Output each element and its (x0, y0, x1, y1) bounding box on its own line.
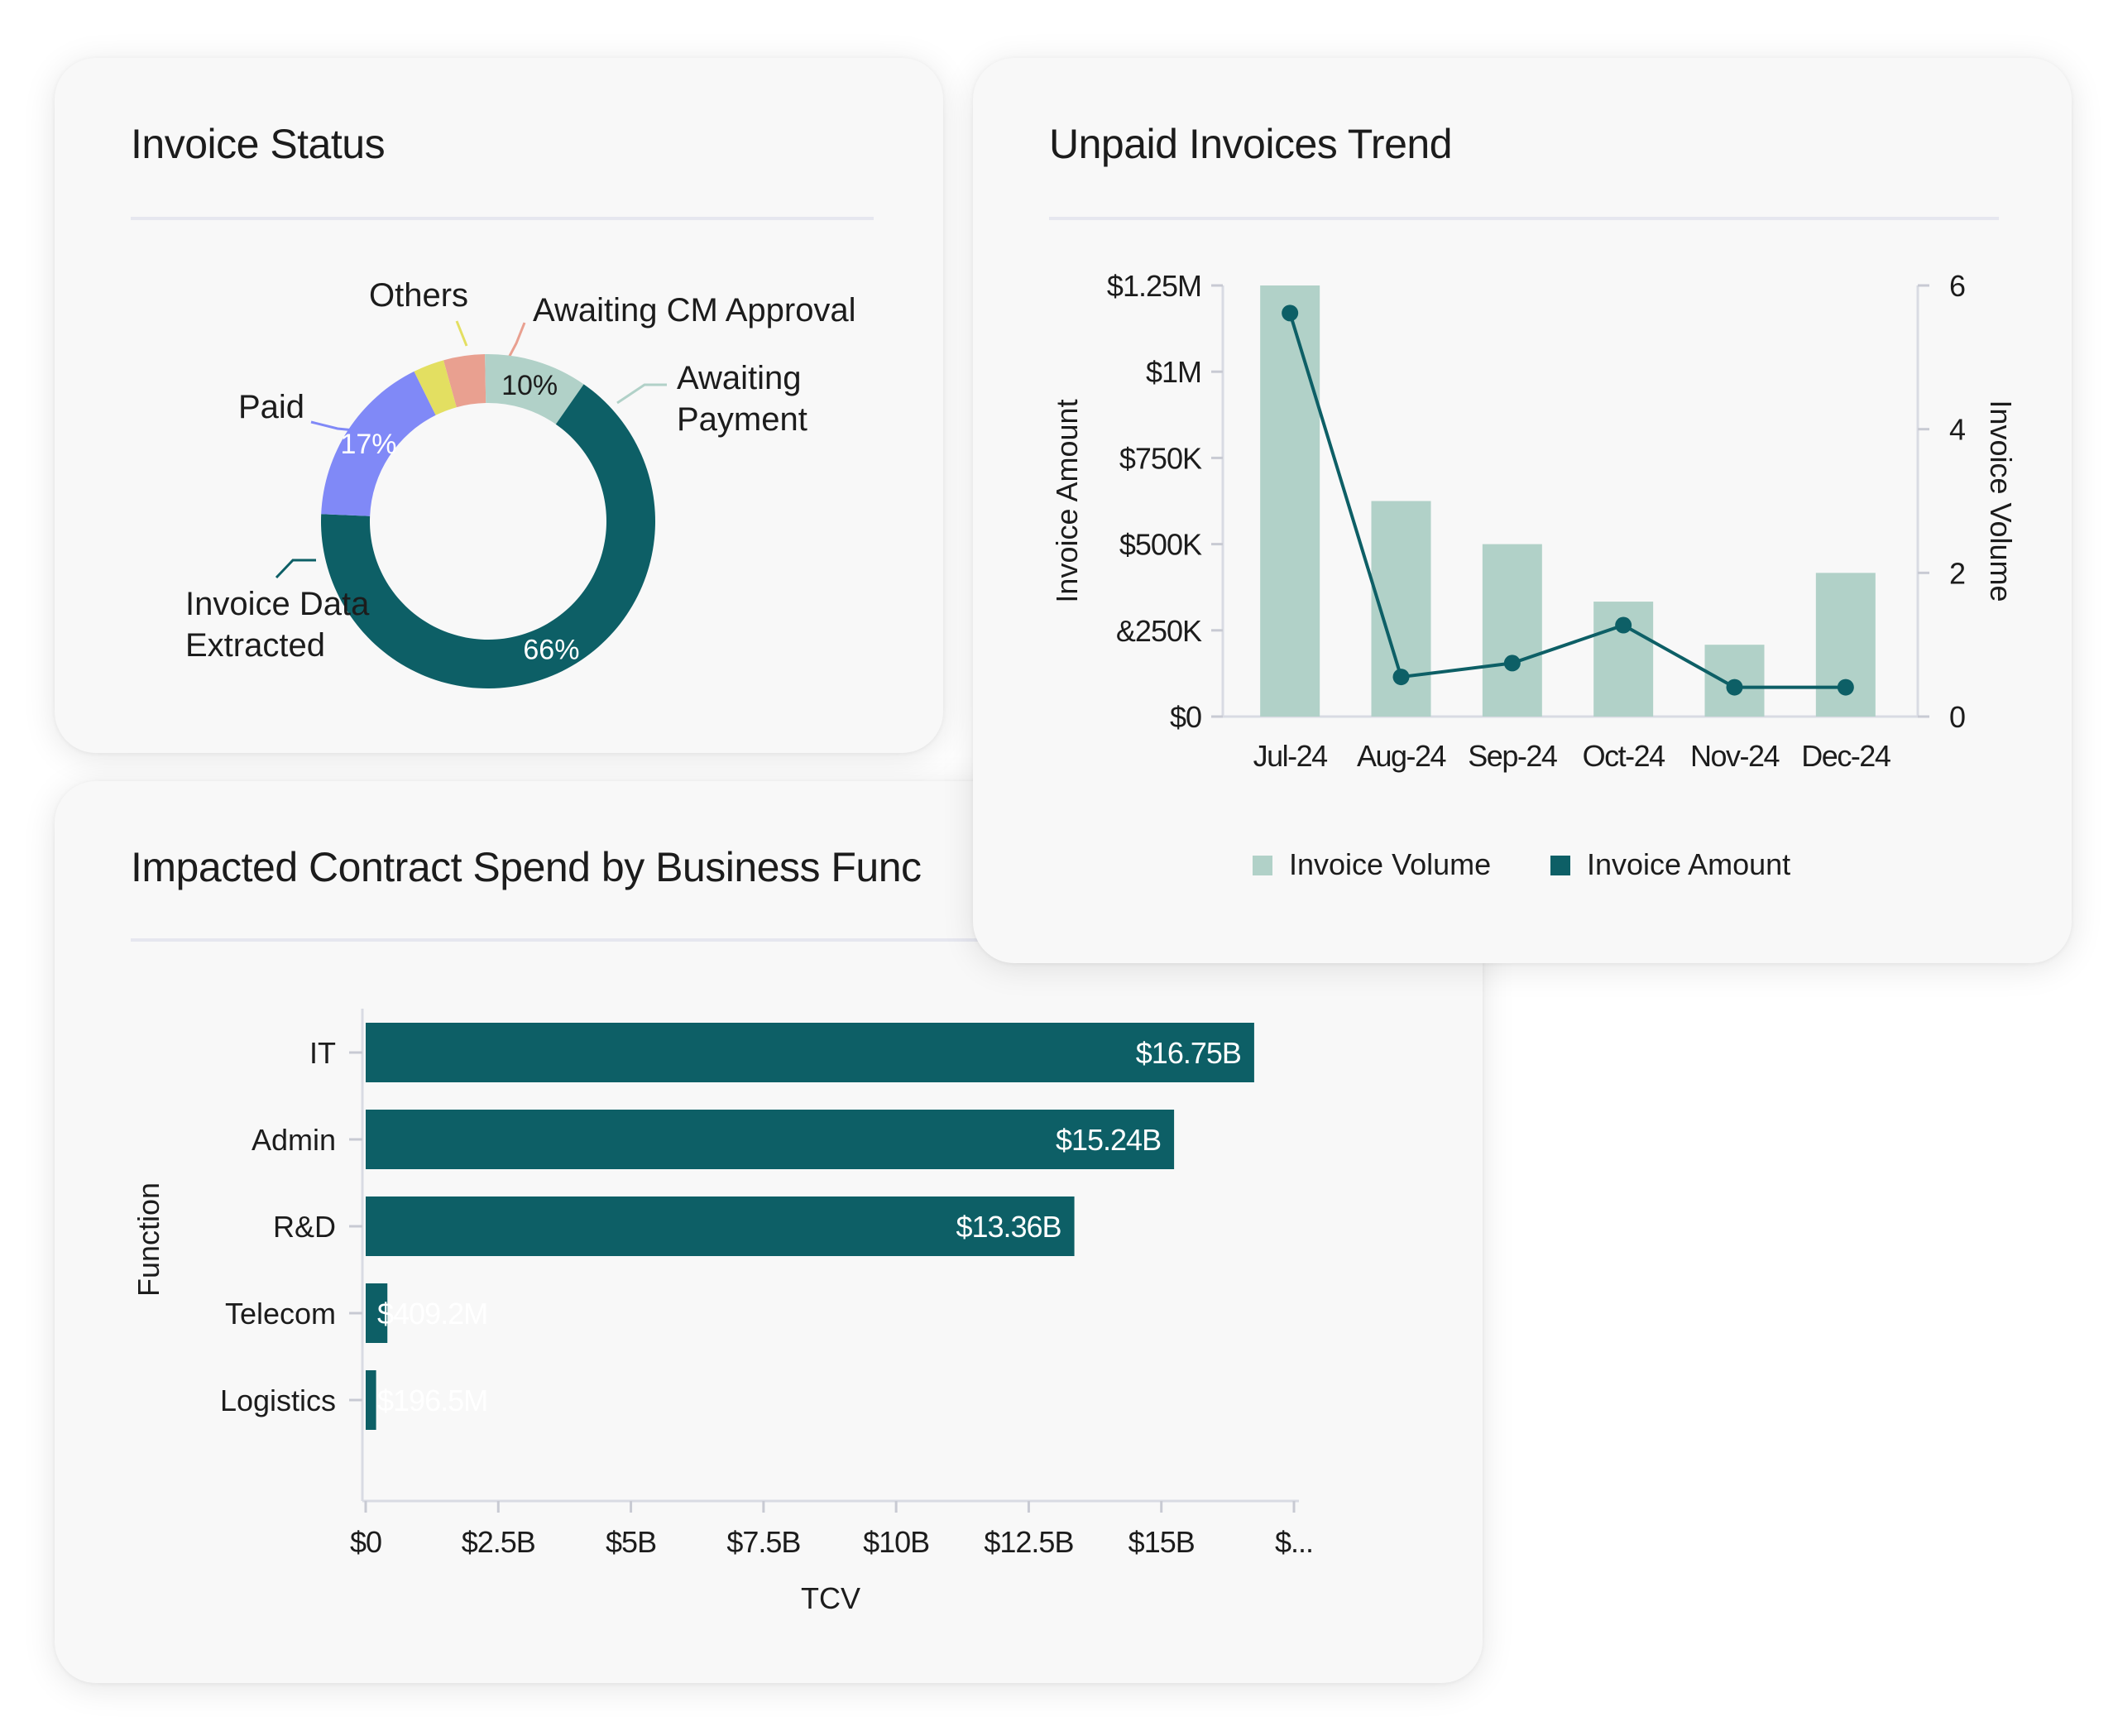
amount-point-oct-24 (1615, 616, 1632, 634)
y-axis-title: Function (132, 1182, 165, 1297)
right-tick-label: 2 (1949, 556, 1966, 590)
donut-category-label-awaiting-cm-approval: Awaiting CM Approval (533, 292, 856, 328)
right-tick-label: 4 (1949, 413, 1966, 447)
spend-bar-it (366, 1023, 1254, 1082)
x-tick-label-oct-24: Oct-24 (1583, 739, 1665, 773)
left-tick-label: $0 (1170, 700, 1201, 734)
legend-swatch-invoice-amount (1550, 856, 1570, 875)
left-tick-label: $750K (1119, 441, 1202, 475)
invoice-status-title: Invoice Status (131, 121, 386, 167)
x-tick-label: $12.5B (984, 1525, 1073, 1559)
amount-point-jul-24 (1282, 305, 1299, 322)
x-tick-label: $0 (350, 1525, 381, 1559)
x-tick-label-aug-24: Aug-24 (1357, 739, 1446, 773)
unpaid-trend-combo-chart: $0&250K $500K $750K $1M $1.25M 0 2 4 6 Invoice Am… (1050, 269, 2018, 881)
right-tick-label: 6 (1949, 269, 1966, 303)
amount-line (1288, 312, 1846, 689)
volume-bar-jul-24 (1260, 285, 1320, 717)
y-tick-label-it: IT (309, 1036, 336, 1070)
legend-label-invoice-amount: Invoice Amount (1587, 847, 1790, 881)
spend-bar-logistics (366, 1370, 376, 1430)
donut-value-label-awaiting-payment: 10% (501, 370, 558, 401)
x-tick-label-sep-24: Sep-24 (1468, 739, 1557, 773)
unpaid-trend-card: Unpaid Invoices Trend $0 &250K $500K $750K $… (973, 58, 2072, 963)
x-tick-label: $5B (606, 1525, 656, 1559)
x-tick-label-jul-24: Jul-24 (1253, 739, 1328, 773)
right-axis-title: Invoice Volume (1984, 400, 2018, 602)
donut-category-label-invoice-data-extracted: Invoice Data Extracted (185, 586, 370, 664)
spend-value-label-it: $16.75B (1136, 1036, 1241, 1070)
donut-slice-others (414, 360, 457, 415)
donut-category-label-paid: Paid (238, 389, 304, 425)
left-tick-label: $1M (1146, 355, 1201, 389)
invoice-status-card: Invoice Status Awaiting CM Approval 10% Aw… (55, 58, 943, 753)
contract-spend-bar-chart: IT $16.75B Admin $15.24B R&D $13.36B Telecom $4… (132, 1009, 1314, 1615)
donut-value-label-paid: 17% (340, 429, 396, 460)
donut-leader-line-paid (310, 420, 355, 432)
contract-spend-title: Impacted Contract Spend by Business Func (131, 844, 922, 890)
spend-bar-r-d (366, 1196, 1075, 1256)
contract-spend-divider (131, 938, 1471, 942)
donut-category-label-others: Others (369, 277, 468, 314)
amount-point-sep-24 (1503, 655, 1521, 672)
amount-point-dec-24 (1837, 679, 1854, 696)
spend-bar-telecom (366, 1283, 388, 1343)
x-axis-title: TCV (801, 1581, 860, 1615)
spend-value-label-telecom: $409.2M (377, 1297, 487, 1331)
y-tick-label-telecom: Telecom (225, 1297, 336, 1331)
unpaid-trend-title: Unpaid Invoices Trend (1049, 121, 1453, 167)
x-tick-label: $10B (863, 1525, 929, 1559)
unpaid-trend-divider (1049, 217, 1999, 220)
contract-spend-card: Impacted Contract Spend by Business Func… (55, 781, 1483, 1683)
donut-slice-invoice-data-extracted (321, 384, 655, 688)
left-axis-title: Invoice Amount (1050, 399, 1084, 602)
spend-value-label-logistics: $196.5M (377, 1384, 487, 1417)
donut-leader-line-invoice-data-extracted (275, 559, 316, 579)
y-tick-label-admin: Admin (252, 1123, 336, 1157)
y-tick-label-logistics: Logistics (220, 1384, 336, 1417)
donut-value-label-invoice-data-extracted: 66% (523, 635, 579, 666)
x-tick-label: $7.5B (726, 1525, 800, 1559)
left-tick-label: $500K (1119, 528, 1202, 562)
invoice-status-donut-chart: Awaiting CM Approval 10% Awaiting Payment 66… (185, 277, 856, 688)
legend-swatch-invoice-volume (1253, 856, 1272, 875)
legend-label-invoice-volume: Invoice Volume (1289, 847, 1491, 881)
donut-category-label-awaiting-payment: Awaiting Payment (677, 360, 807, 438)
donut-slice-awaiting-payment (485, 354, 584, 424)
x-tick-label-dec-24: Dec-24 (1801, 739, 1890, 773)
x-tick-label-nov-24: Nov-24 (1690, 739, 1780, 773)
spend-bar-admin (366, 1110, 1175, 1169)
x-tick-label: $2.5B (462, 1525, 535, 1559)
amount-point-nov-24 (1726, 679, 1743, 696)
volume-bar-sep-24 (1482, 544, 1542, 717)
donut-leader-line-awaiting-cm-approval (507, 322, 526, 358)
invoice-status-divider (131, 217, 874, 220)
left-tick-label: &250K (1116, 614, 1202, 648)
right-tick-label: 0 (1949, 700, 1966, 734)
spend-value-label-admin: $15.24B (1056, 1123, 1161, 1157)
amount-point-aug-24 (1392, 669, 1410, 686)
x-tick-label: $... (1275, 1525, 1313, 1559)
donut-slice-paid (321, 371, 436, 516)
spend-value-label-r-d: $13.36B (956, 1210, 1061, 1244)
x-tick-label: $15B (1128, 1525, 1195, 1559)
y-tick-label-r-d: R&D (273, 1210, 336, 1244)
donut-slice-awaiting-cm-approval (443, 354, 486, 408)
left-tick-label: $1.25M (1107, 269, 1201, 303)
donut-leader-line-others (455, 320, 468, 347)
donut-leader-line-awaiting-payment (616, 383, 667, 405)
